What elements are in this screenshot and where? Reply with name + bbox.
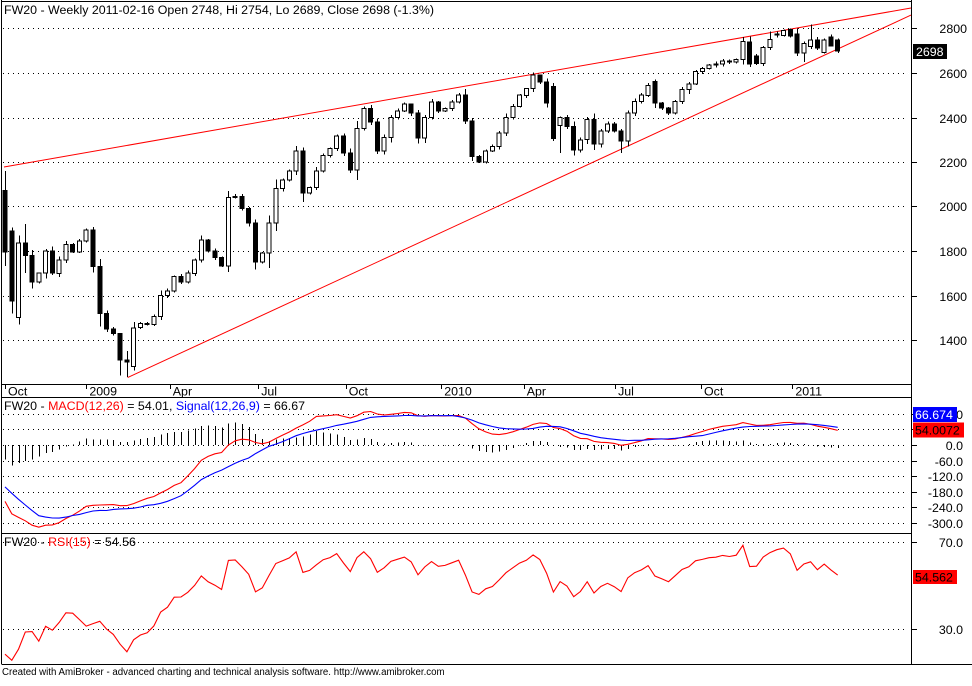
svg-text:Apr: Apr — [527, 385, 546, 399]
svg-text:FW20 - Weekly 2011-02-16 Open: FW20 - Weekly 2011-02-16 Open 2748, Hi 2… — [4, 3, 434, 17]
svg-text:54.0072: 54.0072 — [915, 424, 960, 438]
svg-text:Apr: Apr — [173, 385, 192, 399]
svg-text:-300.0: -300.0 — [928, 517, 963, 531]
svg-text:2400: 2400 — [939, 112, 967, 126]
svg-text:2200: 2200 — [939, 156, 967, 170]
svg-text:Oct: Oct — [349, 385, 369, 399]
svg-text:FW20 - RSI(15) = 54.56: FW20 - RSI(15) = 54.56 — [4, 535, 136, 549]
svg-text:Created with AmiBroker - advan: Created with AmiBroker - advanced charti… — [2, 667, 445, 678]
svg-text:Jul: Jul — [261, 385, 277, 399]
svg-text:-180.0: -180.0 — [928, 486, 963, 500]
svg-text:1800: 1800 — [939, 245, 967, 259]
svg-text:Jul: Jul — [618, 385, 634, 399]
svg-text:66.674: 66.674 — [915, 408, 953, 422]
svg-text:2011: 2011 — [795, 385, 822, 399]
svg-text:70.0: 70.0 — [939, 536, 963, 550]
svg-text:2800: 2800 — [939, 22, 967, 36]
svg-text:2009: 2009 — [89, 385, 117, 399]
svg-text:0.0: 0.0 — [946, 439, 963, 453]
svg-text:2600: 2600 — [939, 67, 967, 81]
svg-text:54.562: 54.562 — [915, 571, 953, 585]
svg-text:2010: 2010 — [444, 385, 472, 399]
svg-text:-120.0: -120.0 — [928, 470, 963, 484]
svg-text:Oct: Oct — [8, 385, 28, 399]
svg-text:-240.0: -240.0 — [928, 501, 963, 515]
svg-text:1600: 1600 — [939, 290, 967, 304]
svg-text:Oct: Oct — [704, 385, 724, 399]
svg-text:2000: 2000 — [939, 200, 967, 214]
svg-text:1400: 1400 — [939, 334, 967, 348]
svg-text:30.0: 30.0 — [939, 623, 963, 637]
svg-text:2698: 2698 — [916, 45, 944, 59]
svg-text:-60.0: -60.0 — [935, 455, 963, 469]
svg-text:FW20 - MACD(12,26) = 54.01, Si: FW20 - MACD(12,26) = 54.01, Signal(12,26… — [4, 399, 305, 413]
